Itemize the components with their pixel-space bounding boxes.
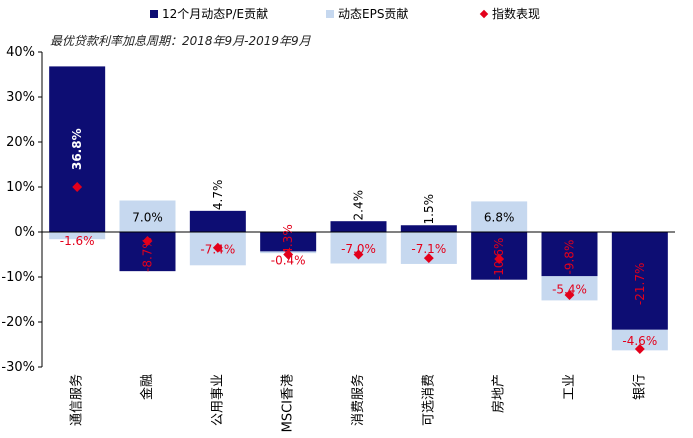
eps-data-label: -0.4% [271, 253, 306, 267]
index-marker [634, 344, 645, 354]
category-label: 金融 [139, 374, 155, 400]
y-tick-label: 0% [14, 225, 35, 240]
y-tick-label: 10% [6, 180, 35, 195]
y-tick-label: 20% [6, 135, 35, 150]
legend-label-2: 指数表现 [492, 6, 540, 21]
category-label: 可选消费 [421, 374, 436, 426]
index-marker [564, 290, 575, 300]
index-marker [353, 249, 364, 260]
pe-data-label: 36.8% [70, 128, 84, 170]
pe-data-label: -4.3% [281, 224, 295, 259]
legend: 12个月动态P/E贡献 动态EPS贡献 指数表现 [150, 6, 540, 21]
y-tick-label: 40% [6, 45, 35, 60]
bar-eps [471, 201, 528, 232]
y-tick-label: -10% [1, 270, 35, 285]
category-label: 消费服务 [350, 374, 366, 426]
bar-eps [611, 329, 668, 351]
y-axis: 40% 30% 20% 10% 0% -10% -20% -30% [1, 45, 43, 375]
legend-label-1: 动态EPS贡献 [338, 6, 408, 21]
pe-data-label: 2.4% [352, 190, 366, 221]
eps-data-label: -4.6% [622, 334, 657, 348]
bar-eps [49, 232, 106, 240]
y-tick-label: -30% [1, 360, 35, 375]
bar-pe [330, 221, 387, 232]
category-label: 银行 [632, 374, 647, 400]
x-axis: 通信服务 金融 公用事业 MSCI香港 消费服务 可选消费 房地产 工业 银行 [69, 374, 648, 432]
eps-data-label: 6.8% [484, 211, 515, 225]
index-marker [72, 182, 83, 192]
plot-area: 36.8%-1.6%-8.7%7.0%4.7%-7.4%-4.3%-0.4%2.… [42, 66, 675, 354]
eps-data-label: -1.6% [60, 234, 95, 248]
pe-data-label: -21.7% [633, 263, 647, 305]
index-marker [423, 253, 434, 264]
bar-pe [611, 232, 668, 330]
eps-data-label: -7.1% [411, 242, 446, 256]
bar-pe [49, 66, 106, 233]
y-tick-label: 30% [6, 90, 35, 105]
legend-swatch-1 [326, 10, 334, 18]
category-label: 房地产 [491, 374, 507, 413]
index-marker [212, 242, 223, 253]
legend-marker-index [479, 9, 489, 19]
bar-pe [189, 210, 246, 232]
category-label: MSCI香港 [281, 374, 296, 432]
bar-pe [400, 225, 457, 232]
pe-data-label: 4.7% [211, 180, 225, 211]
pe-data-label: -8.7% [141, 237, 155, 272]
y-tick-label: -20% [1, 315, 35, 330]
legend-label-0: 12个月动态P/E贡献 [162, 6, 268, 21]
legend-swatch-0 [150, 10, 158, 18]
index-marker [142, 236, 153, 246]
bar-pe [260, 232, 317, 252]
category-label: 公用事业 [210, 374, 225, 426]
index-marker [283, 249, 294, 260]
pe-data-label: -9.8% [563, 240, 577, 275]
bar-eps [119, 200, 176, 232]
eps-data-label: 7.0% [132, 210, 163, 224]
category-label: 通信服务 [69, 374, 85, 426]
pe-data-label: 1.5% [422, 194, 436, 225]
eps-data-label: -5.4% [552, 282, 587, 296]
chart-subtitle: 最优贷款利率加息周期：2018年9月-2019年9月 [50, 34, 312, 48]
eps-data-label: -7.0% [341, 242, 376, 256]
category-label: 工业 [562, 374, 577, 400]
bar-pe [541, 232, 598, 277]
